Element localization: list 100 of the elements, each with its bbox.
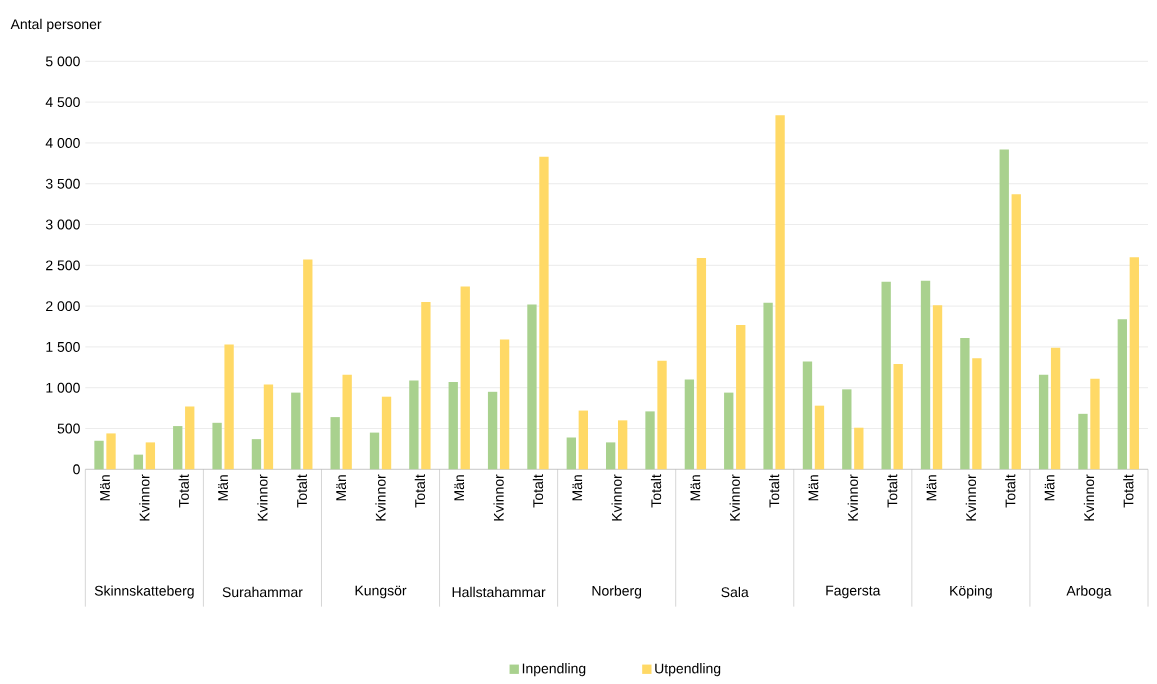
y-tick-label: 5 000 [45,56,80,67]
y-tick-label: 4 000 [45,137,80,148]
x-tick-label: Män [926,475,937,501]
bar [263,384,274,470]
text: Fagersta [826,585,881,599]
x-tick-label: Män [572,475,583,501]
x-tick-label: Kvinnor [729,474,740,521]
bar [960,337,970,470]
bar [696,257,707,470]
x-tick-label: Totalt [887,474,898,508]
bar [185,406,195,470]
bar [448,382,458,470]
x-tick-label: Totalt [178,474,189,508]
bar [932,305,943,470]
bar [881,281,891,470]
x-tick-label: Kvinnor [1083,474,1095,521]
bar [421,302,431,470]
x-tick-label: Män [1044,475,1055,501]
bar [487,391,498,470]
bar [106,433,116,470]
y-tick-label: 1 500 [46,341,80,352]
bar [539,156,549,470]
x-tick-label: Män [808,475,819,501]
bar [460,286,470,470]
x-tick-label: Totalt [768,474,780,508]
bar [684,379,695,470]
bar [499,339,510,470]
x-tick-label: Totalt [1005,474,1016,508]
bar [578,410,588,470]
y-tick-label: 2 500 [46,260,80,271]
bar [802,361,813,470]
x-tick-label: Män [454,475,465,501]
bar [342,374,352,470]
bar [527,304,537,470]
x-tick-label: Kvinnor [493,474,504,521]
bar [999,149,1009,470]
bar [763,302,773,470]
bar [409,380,419,470]
bar [173,426,183,470]
x-tick-label: Kvinnor [139,474,150,521]
bar [1078,413,1088,470]
y-tick-label: 4 500 [45,97,80,108]
bar [94,440,104,470]
bar [303,259,313,470]
bar [291,392,301,470]
text: Köping [950,585,992,599]
bar [133,454,144,470]
legend-label: Utpendling [655,663,721,677]
text: Norberg [592,585,642,599]
bar [566,437,576,470]
x-tick-label: Totalt [650,474,662,508]
bar [1090,378,1100,470]
legend-label: Inpendling [522,663,586,677]
bar [657,360,667,470]
bar [224,344,234,470]
bar [1129,257,1139,470]
y-tick-label: 2 000 [46,301,80,312]
bar [972,358,982,470]
bar [369,432,380,470]
x-tick-label: Män [100,475,110,501]
y-tick-label: 500 [57,423,80,434]
y-axis-title: Antal personer [10,18,102,32]
x-tick-label: Kvinnor [847,474,858,521]
bar [724,392,734,470]
x-tick-label: Kvinnor [375,474,386,521]
y-tick-label: 0 [73,464,80,475]
bar [606,442,616,470]
bar [1117,319,1127,470]
y-tick-label: 1 000 [46,382,80,393]
bar [212,422,222,470]
bar [645,411,655,470]
bar [775,115,785,470]
x-tick-label: Totalt [532,474,544,508]
bar [893,364,903,470]
bar [251,439,262,470]
text: Hallstahammar [452,586,546,598]
bar [330,417,340,470]
y-tick-label: 3 000 [45,219,80,230]
bar [1011,194,1021,470]
text: Kungsör [355,585,407,599]
x-tick-label: Män [218,475,228,501]
bar [854,427,864,470]
bar [618,420,628,470]
x-tick-label: Totalt [414,474,426,508]
bar [145,442,156,470]
x-tick-label: Totalt [296,474,307,508]
x-tick-label: Kvinnor [965,474,977,521]
bar [1050,347,1061,470]
x-tick-label: Kvinnor [257,474,268,521]
y-tick-label: 3 500 [45,178,80,189]
text: Skinnskatteberg [94,585,194,599]
x-tick-label: Totalt [1123,474,1134,508]
bar [736,324,746,470]
bar [920,280,931,470]
text: Surahammar [222,586,303,598]
text: Sala [721,586,749,598]
bar [1038,374,1049,470]
x-tick-label: Kvinnor [611,474,622,521]
text: Arboga [1066,585,1112,599]
bar [381,396,392,470]
